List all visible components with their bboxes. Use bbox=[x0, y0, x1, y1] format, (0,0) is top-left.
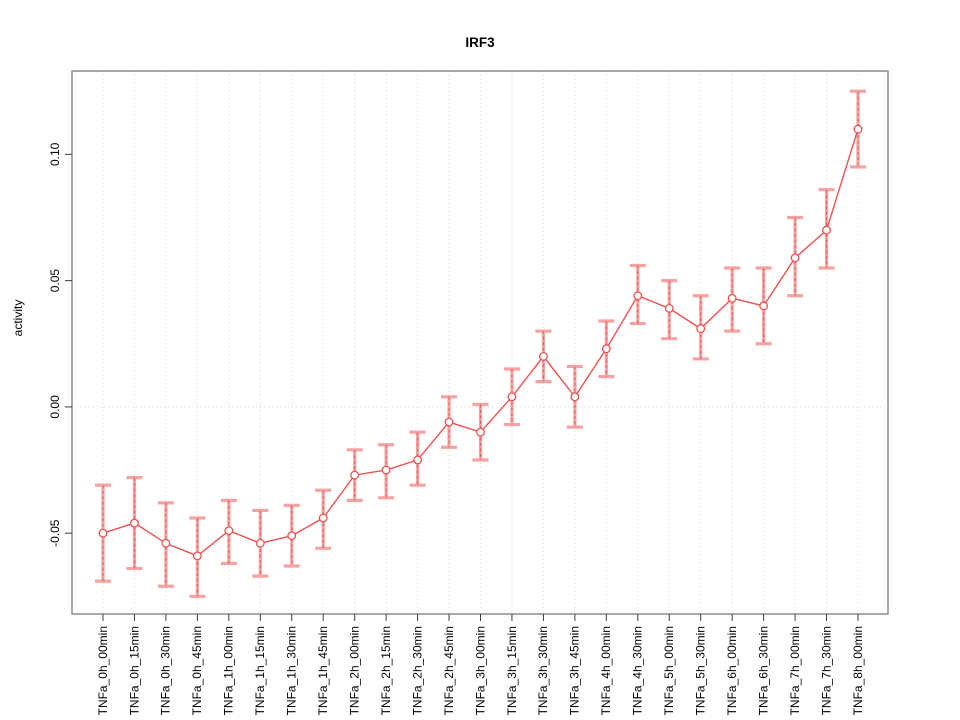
data-point bbox=[853, 124, 863, 134]
x-tick-label: TNFa_2h_15min bbox=[379, 626, 393, 715]
data-point bbox=[476, 427, 485, 437]
data-point bbox=[130, 518, 139, 528]
x-tick-labels: TNFa_0h_00min TNFa_0h_15min TNFa_0h_30min T… bbox=[96, 626, 865, 715]
y-tick-label: 0.10 bbox=[48, 142, 62, 166]
x-tick-label: TNFa_6h_00min bbox=[725, 626, 739, 715]
x-tick-label: TNFa_1h_30min bbox=[285, 626, 299, 715]
data-point bbox=[350, 470, 360, 480]
data-point bbox=[538, 351, 548, 361]
x-tick-label: TNFa_0h_00min bbox=[96, 626, 110, 715]
data-point bbox=[444, 417, 454, 427]
data-point bbox=[633, 291, 643, 301]
y-tick-label: 0.00 bbox=[48, 395, 62, 419]
y-tick-labels: -0.05 0.00 0.05 0.10 bbox=[48, 142, 62, 547]
data-point bbox=[255, 538, 265, 548]
y-tick-label: 0.05 bbox=[48, 269, 62, 293]
data-point bbox=[161, 538, 171, 548]
data-point bbox=[318, 513, 328, 523]
x-tick-label: TNFa_4h_00min bbox=[599, 626, 613, 715]
x-tick-label: TNFa_0h_45min bbox=[190, 626, 204, 715]
data-point bbox=[759, 301, 769, 311]
data-point bbox=[601, 344, 611, 354]
data-points bbox=[98, 124, 863, 561]
data-point bbox=[790, 253, 800, 263]
x-tick-label: TNFa_1h_00min bbox=[222, 626, 236, 715]
axes bbox=[65, 70, 889, 621]
x-tick-label: TNFa_7h_30min bbox=[819, 626, 833, 715]
chart-title: IRF3 bbox=[465, 35, 495, 50]
x-tick-label: TNFa_8h_00min bbox=[851, 626, 865, 715]
data-point bbox=[192, 551, 202, 561]
data-point bbox=[98, 528, 108, 538]
x-tick-label: TNFa_2h_30min bbox=[410, 626, 424, 715]
data-point bbox=[413, 455, 423, 465]
data-point bbox=[822, 225, 831, 235]
x-tick-label: TNFa_3h_45min bbox=[568, 626, 582, 715]
data-point bbox=[381, 465, 391, 475]
x-tick-label: TNFa_1h_45min bbox=[316, 626, 330, 715]
y-tick-label: -0.05 bbox=[48, 519, 62, 547]
x-tick-label: TNFa_0h_15min bbox=[127, 626, 141, 715]
y-axis-label: activity bbox=[11, 300, 25, 337]
x-tick-label: TNFa_3h_30min bbox=[536, 626, 550, 715]
x-tick-label: TNFa_1h_15min bbox=[253, 626, 267, 715]
x-tick-label: TNFa_4h_30min bbox=[631, 626, 645, 715]
x-tick-label: TNFa_5h_30min bbox=[694, 626, 708, 715]
data-point bbox=[696, 324, 706, 334]
x-tick-label: TNFa_3h_00min bbox=[473, 626, 487, 715]
data-point bbox=[727, 293, 737, 303]
data-point bbox=[507, 392, 517, 402]
data-point bbox=[570, 392, 580, 402]
x-tick-label: TNFa_3h_15min bbox=[505, 626, 519, 715]
x-tick-label: TNFa_2h_45min bbox=[442, 626, 456, 715]
data-point bbox=[224, 526, 234, 536]
x-tick-label: TNFa_7h_00min bbox=[788, 626, 802, 715]
x-tick-label: TNFa_6h_30min bbox=[756, 626, 770, 715]
data-point bbox=[664, 303, 674, 313]
x-tick-label: TNFa_5h_00min bbox=[662, 626, 676, 715]
x-tick-label: TNFa_2h_00min bbox=[348, 626, 362, 715]
x-tick-label: TNFa_0h_30min bbox=[159, 626, 173, 715]
data-point bbox=[287, 531, 297, 541]
